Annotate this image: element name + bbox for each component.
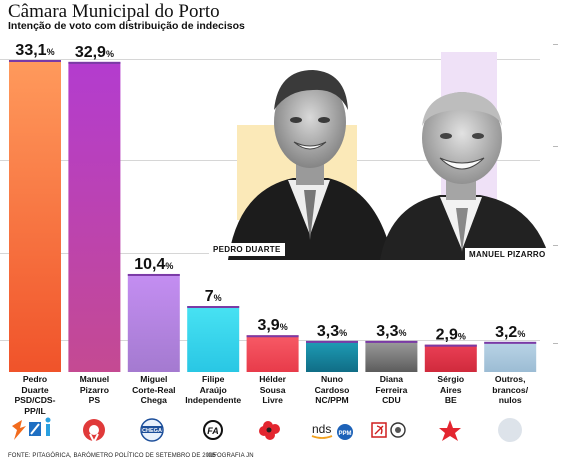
bar-top-line	[365, 340, 418, 343]
category-label: Hélder Sousa Livre	[241, 374, 305, 406]
category-label-line: Independente	[185, 395, 242, 405]
category-label: Nuno Cardoso NC/PPM	[300, 374, 364, 406]
value-label: 10,4%	[134, 256, 173, 273]
party-logos: CHEGA FA nds PPM	[12, 417, 522, 445]
category-label-line: Aires	[440, 384, 462, 395]
nds-ppm-logo-icon: nds PPM	[311, 422, 353, 440]
svg-text:FA: FA	[207, 426, 219, 436]
bar	[484, 341, 537, 372]
category-label-line: BE	[444, 395, 457, 405]
value-label: 7%	[205, 288, 222, 305]
bar	[246, 335, 299, 372]
category-label: Outros, brancos/nulos	[478, 374, 542, 406]
category-label-line: Pedro	[22, 374, 48, 384]
photo-label-manuel-pizarro: MANUEL PIZARRO	[465, 248, 550, 261]
category-label-line: PS	[88, 395, 101, 405]
category-label-line: Sérgio	[437, 374, 465, 384]
category-label-line: Corte-Real	[132, 384, 176, 395]
category-label: Sérgio Aires BE	[419, 374, 483, 406]
axis-tick	[553, 245, 558, 246]
axis-tick	[553, 44, 558, 45]
value-label: 2,9%	[436, 327, 466, 344]
manuel-pizarro-photo	[380, 92, 550, 260]
bar-top-line	[9, 60, 61, 62]
category-label-line: Cardoso	[314, 384, 350, 395]
be-star-icon	[439, 420, 461, 441]
bar-top-line	[246, 335, 299, 338]
category-label-line: Manuel	[79, 374, 110, 384]
category-label: Miguel Corte-Real Chega	[122, 374, 186, 406]
value-label: 3,3%	[317, 323, 347, 340]
bar-top-line	[306, 340, 358, 343]
value-label: 3,2%	[495, 324, 525, 341]
category-label-line: PP/IL	[24, 405, 46, 416]
category-label-line: PSD/CDS-	[14, 395, 56, 405]
category-label: Diana Ferreira CDU	[359, 374, 423, 406]
gridline	[0, 59, 540, 60]
category-label-line: Livre	[262, 395, 283, 405]
psd-cds-il-logos-icon	[12, 417, 51, 440]
photo-label-pedro-duarte: PEDRO DUARTE	[209, 243, 285, 256]
fa-logo-icon: FA	[203, 420, 223, 440]
category-label-line: Filipe	[201, 374, 225, 384]
bar-top-line	[484, 341, 537, 344]
category-label-line: Hélder	[259, 374, 286, 384]
bar	[365, 340, 418, 372]
category-label-line: Pizarro	[79, 384, 109, 395]
grey-circle-icon	[498, 418, 522, 442]
pedro-duarte-photo	[228, 70, 393, 260]
value-label: 3,9%	[257, 317, 287, 334]
category-label: Manuel Pizarro PS	[62, 374, 126, 406]
category-label-line: Diana	[379, 374, 404, 384]
livre-poppy-icon	[259, 421, 280, 440]
axis-tick	[553, 146, 558, 147]
bar	[187, 306, 240, 372]
category-label-line: Outros,	[494, 374, 526, 384]
value-label: 33,1%	[15, 42, 54, 59]
bar	[127, 273, 180, 372]
bar	[306, 340, 358, 372]
axis-tick	[553, 343, 558, 344]
source-note: FONTE: PITAGÓRICA, BARÓMETRO POLÍTICO DE…	[8, 453, 216, 459]
category-label-line: nulos	[498, 395, 522, 405]
bar	[9, 60, 61, 372]
category-label-line: Chega	[140, 395, 167, 405]
chega-logo-icon: CHEGA	[140, 418, 164, 442]
bar-top-line	[68, 61, 121, 64]
chart-title: Câmara Municipal do Porto	[8, 1, 220, 22]
chart-subtitle: Intenção de voto com distribuição de ind…	[8, 20, 245, 32]
value-label: 32,9%	[75, 44, 114, 61]
category-label: Pedro Duarte PSD/CDS- PP/IL	[3, 374, 67, 416]
category-label-line: Ferreira	[375, 384, 408, 395]
bar-top-line	[424, 344, 477, 347]
svg-text:CHEGA: CHEGA	[142, 428, 162, 434]
category-label: Filipe Araújo Independente	[181, 374, 245, 406]
category-label-line: Miguel	[140, 374, 168, 384]
cdu-logo-icon	[371, 422, 406, 438]
category-label-line: Nuno	[321, 374, 343, 384]
bar	[68, 61, 121, 373]
bar	[424, 344, 477, 372]
svg-text:PPM: PPM	[338, 431, 351, 437]
credit-note: INFOGRAFIA JN	[207, 453, 254, 459]
category-label-line: Sousa	[259, 384, 286, 395]
category-label-line: Duarte	[21, 384, 49, 395]
category-label-line: Araújo	[199, 384, 227, 395]
bar-top-line	[187, 306, 240, 309]
bar-top-line	[127, 273, 180, 276]
category-label-line: CDU	[382, 395, 401, 405]
category-label-line: NC/PPM	[315, 395, 349, 405]
category-label-line: brancos/	[492, 384, 529, 395]
svg-text:nds: nds	[312, 422, 331, 436]
value-label: 3,3%	[376, 323, 406, 340]
ps-rose-icon	[83, 419, 105, 445]
